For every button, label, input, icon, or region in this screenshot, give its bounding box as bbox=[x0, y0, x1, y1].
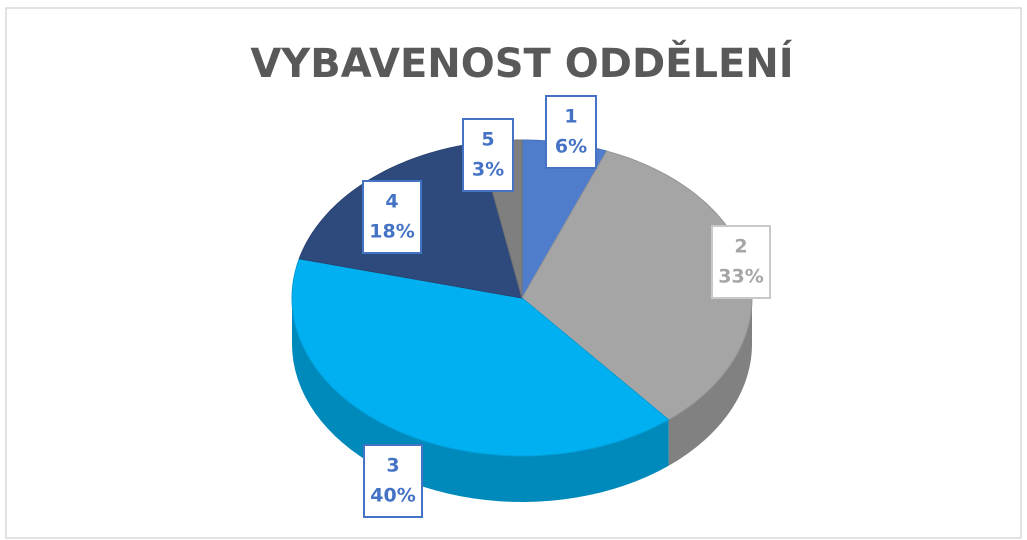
pie bbox=[291, 139, 753, 502]
data-label-value: 40% bbox=[370, 485, 415, 507]
chart-title: VYBAVENOST ODDĚLENÍ bbox=[250, 39, 793, 87]
data-label-box bbox=[711, 225, 771, 299]
data-label-category: 4 bbox=[385, 191, 398, 213]
data-label-category: 3 bbox=[386, 455, 399, 477]
labels: 1 6% 2 33% 3 40% 4 18% 5 3% bbox=[362, 95, 771, 518]
data-label-box bbox=[462, 118, 514, 192]
data-label-value: 33% bbox=[718, 266, 763, 288]
data-label-category: 2 bbox=[734, 236, 747, 258]
data-label-box bbox=[545, 95, 597, 169]
pie-side bbox=[668, 298, 752, 466]
pie-slice bbox=[291, 258, 670, 457]
data-label-value: 18% bbox=[369, 221, 414, 243]
data-label-box bbox=[363, 444, 423, 518]
data-label-value: 3% bbox=[472, 159, 504, 181]
data-label-value: 6% bbox=[555, 136, 587, 158]
data-label-box bbox=[362, 180, 422, 254]
data-label-category: 1 bbox=[564, 106, 577, 128]
data-label-category: 5 bbox=[481, 129, 494, 151]
